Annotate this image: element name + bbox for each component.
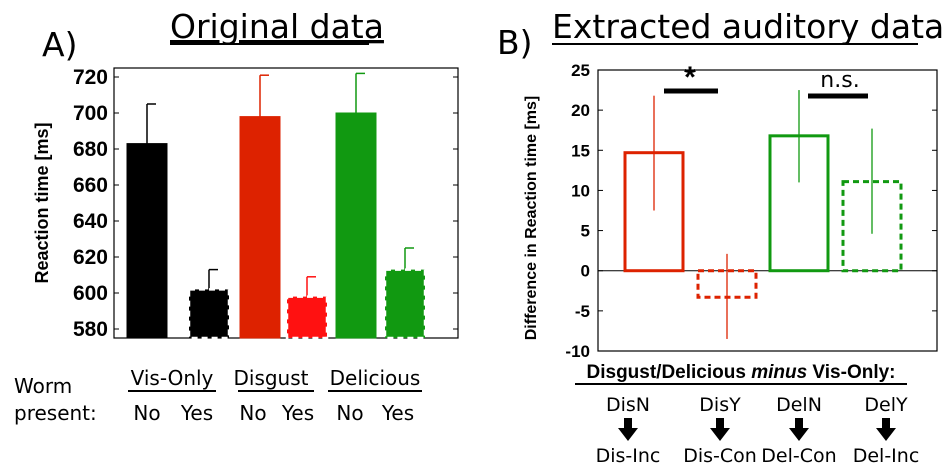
condition-top-label: DisN xyxy=(606,394,650,416)
panel-a-letter: A) xyxy=(42,25,77,64)
down-arrow-icon xyxy=(710,418,730,441)
down-arrow-icon xyxy=(618,418,638,441)
panel-b-ytick-label: 20 xyxy=(571,101,590,120)
panel-b-bar xyxy=(841,180,903,273)
present-yes-1: Yes xyxy=(180,401,213,425)
condition-bottom-label: Dis-Inc xyxy=(596,445,661,467)
subtitle-part-1: Disgust/Delicious xyxy=(587,362,752,383)
worm-label: Worm xyxy=(14,374,72,398)
panel-b-ytick-label: 15 xyxy=(571,141,590,160)
panel-a-bar xyxy=(335,112,377,339)
present-yes-2: Yes xyxy=(281,401,314,425)
present-label: present: xyxy=(14,401,97,425)
down-arrow-icon xyxy=(789,418,809,441)
condition-transforms: DisN Dis-Inc DisY Dis-Con DelN Del-Con DelY Del… xyxy=(596,394,920,467)
panel-a-ytick-label: 720 xyxy=(73,66,108,89)
panel-a-plot: 580 600 620 640 660 680 700 720 xyxy=(73,66,459,341)
condition-bottom-label: Del-Inc xyxy=(853,445,920,467)
subtitle-minus: minus xyxy=(751,362,807,383)
present-no-2: No xyxy=(239,401,266,425)
panel-a-ytick-label: 580 xyxy=(73,318,108,341)
panel-a-bar xyxy=(126,143,168,339)
panel-a-bar xyxy=(383,268,427,340)
panel-a-ytick-label: 640 xyxy=(73,210,108,233)
panel-a-bar xyxy=(187,288,231,340)
panel-b-subtitle: Disgust/Delicious minus Vis-Only: xyxy=(587,362,896,383)
condition-bottom-label: Del-Con xyxy=(761,445,836,467)
panel-b-ytick-label: -5 xyxy=(575,302,590,321)
group-label-disgust: Disgust xyxy=(233,366,308,390)
condition-top-label: DelY xyxy=(864,394,908,416)
panel-b-letter: B) xyxy=(497,23,533,62)
panel-b-ytick-label: -10 xyxy=(565,342,590,361)
panel-b-ylabel: Difference in Reaction time [ms] xyxy=(523,96,540,341)
significance-star: * xyxy=(684,61,696,94)
panel-a-bar xyxy=(285,295,329,340)
panel-b-ytick-label: 5 xyxy=(581,222,590,241)
panel-b-ytick-label: 25 xyxy=(571,61,590,80)
panel-b-plot: -10 -5 0 5 10 15 20 25 xyxy=(565,61,938,361)
panel-b-axes-box xyxy=(597,69,938,352)
panel-b-ytick-label: 0 xyxy=(581,262,590,281)
present-no-1: No xyxy=(133,401,160,425)
panel-b-ytick-label: 10 xyxy=(571,181,590,200)
condition-top-label: DelN xyxy=(776,394,822,416)
subtitle-part-3: Vis-Only: xyxy=(807,362,895,383)
panel-a-ylabel: Reaction time [ms] xyxy=(32,122,52,283)
condition-bottom-label: Dis-Con xyxy=(683,445,757,467)
panel-a-ytick-label: 680 xyxy=(73,138,108,161)
panel-a-ytick-label: 620 xyxy=(73,246,108,269)
panel-a-bar xyxy=(239,116,281,339)
present-yes-3: Yes xyxy=(381,401,414,425)
present-no-3: No xyxy=(336,401,363,425)
group-label-delicious: Delicious xyxy=(330,366,421,390)
significance-ns: n.s. xyxy=(820,68,859,93)
panel-a-ytick-label: 700 xyxy=(73,102,108,125)
panel-a-ytick-label: 600 xyxy=(73,282,108,305)
down-arrow-icon xyxy=(876,418,896,441)
panel-a-title: Original data xyxy=(170,7,384,46)
group-label-vis-only: Vis-Only xyxy=(131,366,214,390)
panel-a-ytick-label: 660 xyxy=(73,174,108,197)
panel-b-title: Extracted auditory data xyxy=(552,7,944,46)
condition-top-label: DisY xyxy=(699,394,741,416)
